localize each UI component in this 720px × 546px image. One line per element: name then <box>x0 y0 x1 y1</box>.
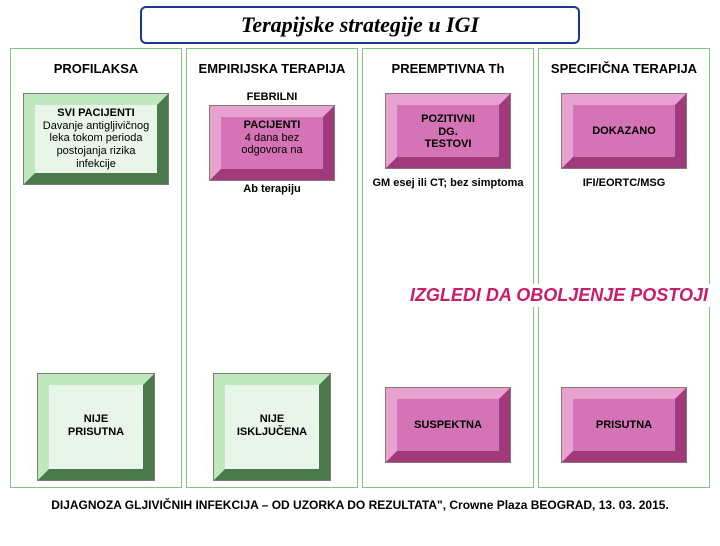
subtext-gm: GM esej ili CT; bez simptoma <box>373 177 524 190</box>
box-nije-iskljucena: NIJE ISKLJUČENA <box>213 373 331 481</box>
box-line: odgovora na <box>223 144 321 157</box>
col-profilaksa: PROFILAKSA SVI PACIJENTI Davanje antiglj… <box>10 48 182 488</box>
box-line: PRISUTNA <box>51 426 141 439</box>
footer-citation: DIJAGNOZA GLJIVIČNIH INFEKCIJA – OD UZOR… <box>0 498 720 512</box>
col-empirijska: EMPIRIJSKA TERAPIJA FEBRILNI PACIJENTI 4… <box>186 48 358 488</box>
box-line: DG. <box>399 126 497 139</box>
box-line: POZITIVNI <box>399 113 497 126</box>
col-preemptivna: PREEMPTIVNA Th POZITIVNI DG. TESTOVI GM … <box>362 48 534 488</box>
box-line: postojanja rizika infekcije <box>37 145 155 170</box>
box-line: Davanje antigljivičnog <box>37 120 155 133</box>
col-header: PREEMPTIVNA Th <box>390 53 507 85</box>
box-line: NIJE <box>51 413 141 426</box>
box-line: PRISUTNA <box>575 419 673 432</box>
box-line: TESTOVI <box>399 138 497 151</box>
box-line: ISKLJUČENA <box>227 426 317 439</box>
box-line: SUSPEKTNA <box>399 419 497 432</box>
page-title: Terapijske strategije u IGI <box>140 6 580 44</box>
box-line: DOKAZANO <box>575 125 673 138</box>
likelihood-banner: IZGLEDI DA OBOLJENJE POSTOJI <box>408 284 710 307</box>
strategy-grid: PROFILAKSA SVI PACIJENTI Davanje antiglj… <box>0 48 720 488</box>
box-svi-pacijenti: SVI PACIJENTI Davanje antigljivičnog lek… <box>23 93 169 185</box>
box-line: PACIJENTI <box>223 119 321 132</box>
box-nije-prisutna: NIJE PRISUTNA <box>37 373 155 481</box>
box-pretitle: FEBRILNI <box>247 91 298 103</box>
box-suspektna: SUSPEKTNA <box>385 387 511 463</box>
col-specificna: SPECIFIČNA TERAPIJA DOKAZANO IFI/EORTC/M… <box>538 48 710 488</box>
box-pozitivni: POZITIVNI DG. TESTOVI <box>385 93 511 169</box>
subtext-ifi: IFI/EORTC/MSG <box>583 177 666 190</box>
box-prisutna: PRISUTNA <box>561 387 687 463</box>
box-line: NIJE <box>227 413 317 426</box>
col-header: SPECIFIČNA TERAPIJA <box>549 53 699 85</box>
box-line: SVI PACIJENTI <box>37 107 155 120</box>
col-header: PROFILAKSA <box>52 53 141 85</box>
box-posttitle: Ab terapiju <box>243 183 300 195</box>
box-line: 4 dana bez <box>223 132 321 145</box>
box-febrilni: PACIJENTI 4 dana bez odgovora na <box>209 105 335 181</box>
box-dokazano: DOKAZANO <box>561 93 687 169</box>
box-line: leka tokom perioda <box>37 132 155 145</box>
col-header: EMPIRIJSKA TERAPIJA <box>197 53 348 85</box>
